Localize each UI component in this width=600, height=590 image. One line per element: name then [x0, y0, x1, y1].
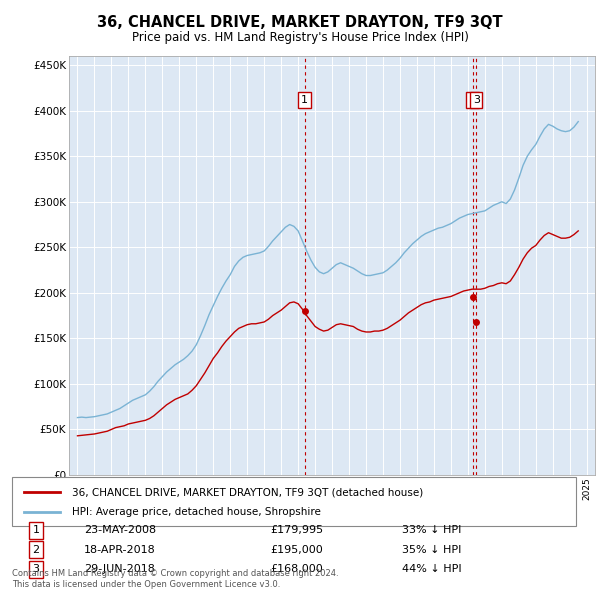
Text: 3: 3: [32, 564, 40, 574]
Text: 2: 2: [469, 95, 476, 105]
Text: 23-MAY-2008: 23-MAY-2008: [84, 525, 156, 535]
Text: 35% ↓ HPI: 35% ↓ HPI: [402, 545, 461, 555]
Text: 3: 3: [473, 95, 480, 105]
Text: Contains HM Land Registry data © Crown copyright and database right 2024.
This d: Contains HM Land Registry data © Crown c…: [12, 569, 338, 589]
FancyBboxPatch shape: [12, 477, 576, 526]
Text: 1: 1: [32, 525, 40, 535]
Text: 36, CHANCEL DRIVE, MARKET DRAYTON, TF9 3QT (detached house): 36, CHANCEL DRIVE, MARKET DRAYTON, TF9 3…: [72, 487, 423, 497]
Text: 18-APR-2018: 18-APR-2018: [84, 545, 156, 555]
Text: 1: 1: [301, 95, 308, 105]
Text: Price paid vs. HM Land Registry's House Price Index (HPI): Price paid vs. HM Land Registry's House …: [131, 31, 469, 44]
Text: £179,995: £179,995: [270, 525, 323, 535]
Text: 36, CHANCEL DRIVE, MARKET DRAYTON, TF9 3QT: 36, CHANCEL DRIVE, MARKET DRAYTON, TF9 3…: [97, 15, 503, 30]
Text: 33% ↓ HPI: 33% ↓ HPI: [402, 525, 461, 535]
Text: 29-JUN-2018: 29-JUN-2018: [84, 564, 155, 574]
Text: £195,000: £195,000: [270, 545, 323, 555]
Text: HPI: Average price, detached house, Shropshire: HPI: Average price, detached house, Shro…: [72, 507, 321, 517]
Text: 44% ↓ HPI: 44% ↓ HPI: [402, 564, 461, 574]
Text: 2: 2: [32, 545, 40, 555]
Text: £168,000: £168,000: [270, 564, 323, 574]
